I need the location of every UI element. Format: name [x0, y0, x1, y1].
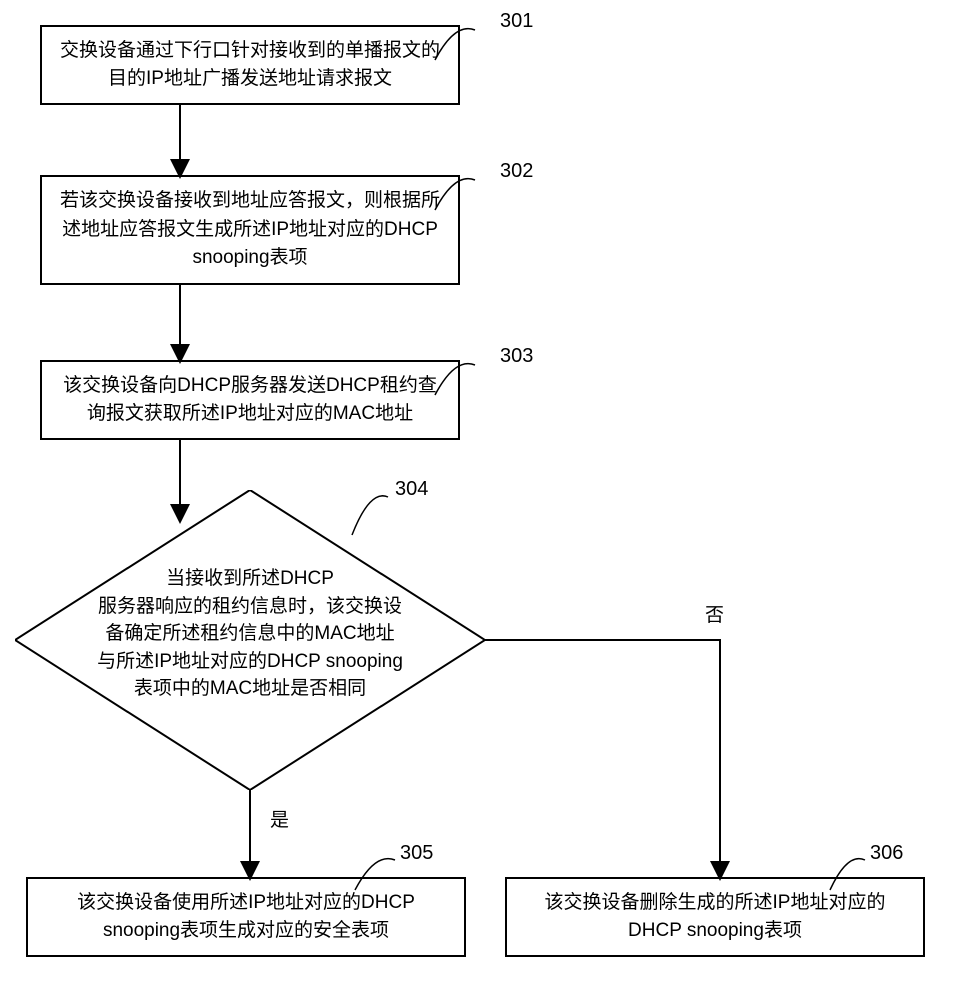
- node-text: 若该交换设备接收到地址应答报文，则根据所述地址应答报文生成所述IP地址对应的DH…: [54, 187, 446, 273]
- node-text: 当接收到所述DHCP服务器响应的租约信息时，该交换设备确定所述租约信息中的MAC…: [15, 565, 485, 703]
- step-label-304: 304: [395, 478, 428, 501]
- node-text: 交换设备通过下行口针对接收到的单播报文的目的IP地址广播发送地址请求报文: [54, 37, 446, 94]
- step-label-306: 306: [870, 842, 903, 865]
- flowchart-node-301: 交换设备通过下行口针对接收到的单播报文的目的IP地址广播发送地址请求报文: [40, 25, 460, 105]
- flowchart-node-303: 该交换设备向DHCP服务器发送DHCP租约查询报文获取所述IP地址对应的MAC地…: [40, 360, 460, 440]
- node-text: 该交换设备向DHCP服务器发送DHCP租约查询报文获取所述IP地址对应的MAC地…: [54, 372, 446, 429]
- step-label-303: 303: [500, 345, 533, 368]
- flowchart-node-306: 该交换设备删除生成的所述IP地址对应的DHCP snooping表项: [505, 877, 925, 957]
- edge-label-no: 否: [705, 600, 724, 627]
- flowchart-node-305: 该交换设备使用所述IP地址对应的DHCP snooping表项生成对应的安全表项: [26, 877, 466, 957]
- step-label-305: 305: [400, 842, 433, 865]
- flowchart-decision-304: 当接收到所述DHCP服务器响应的租约信息时，该交换设备确定所述租约信息中的MAC…: [15, 490, 485, 790]
- node-text: 该交换设备删除生成的所述IP地址对应的DHCP snooping表项: [519, 889, 911, 946]
- step-label-302: 302: [500, 160, 533, 183]
- node-text: 该交换设备使用所述IP地址对应的DHCP snooping表项生成对应的安全表项: [40, 889, 452, 946]
- step-label-301: 301: [500, 10, 533, 33]
- edge-label-yes: 是: [270, 805, 289, 832]
- flowchart-node-302: 若该交换设备接收到地址应答报文，则根据所述地址应答报文生成所述IP地址对应的DH…: [40, 175, 460, 285]
